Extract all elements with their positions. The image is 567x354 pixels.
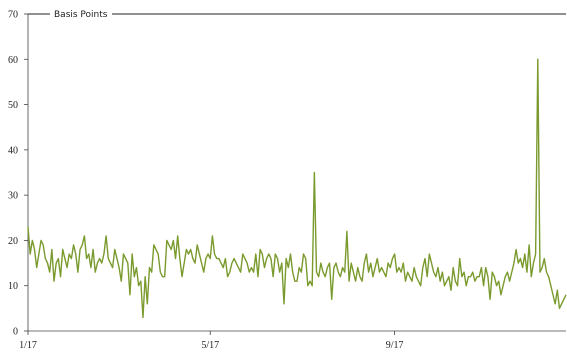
y-tick-label: 30: [8, 191, 18, 202]
x-tick-label: 1/17: [19, 340, 37, 351]
y-tick-label: 60: [8, 55, 18, 66]
y-tick-label: 40: [8, 145, 18, 156]
x-tick-label: 9/17: [386, 340, 404, 351]
series-line: [27, 58, 567, 319]
y-tick-label: 20: [8, 236, 18, 247]
y-axis-ticks: 0 10 20 30 40 50 60 70: [8, 10, 28, 338]
y-tick-label: 0: [13, 327, 18, 338]
y-tick-label: 10: [8, 281, 18, 292]
legend-label: Basis Points: [54, 10, 108, 20]
x-axis-ticks: 1/17 5/17 9/17: [19, 331, 404, 351]
x-tick-label: 5/17: [201, 340, 219, 351]
legend: Basis Points: [28, 10, 566, 20]
y-tick-label: 70: [8, 10, 18, 21]
series-group: [27, 58, 567, 319]
y-tick-label: 50: [8, 100, 18, 111]
